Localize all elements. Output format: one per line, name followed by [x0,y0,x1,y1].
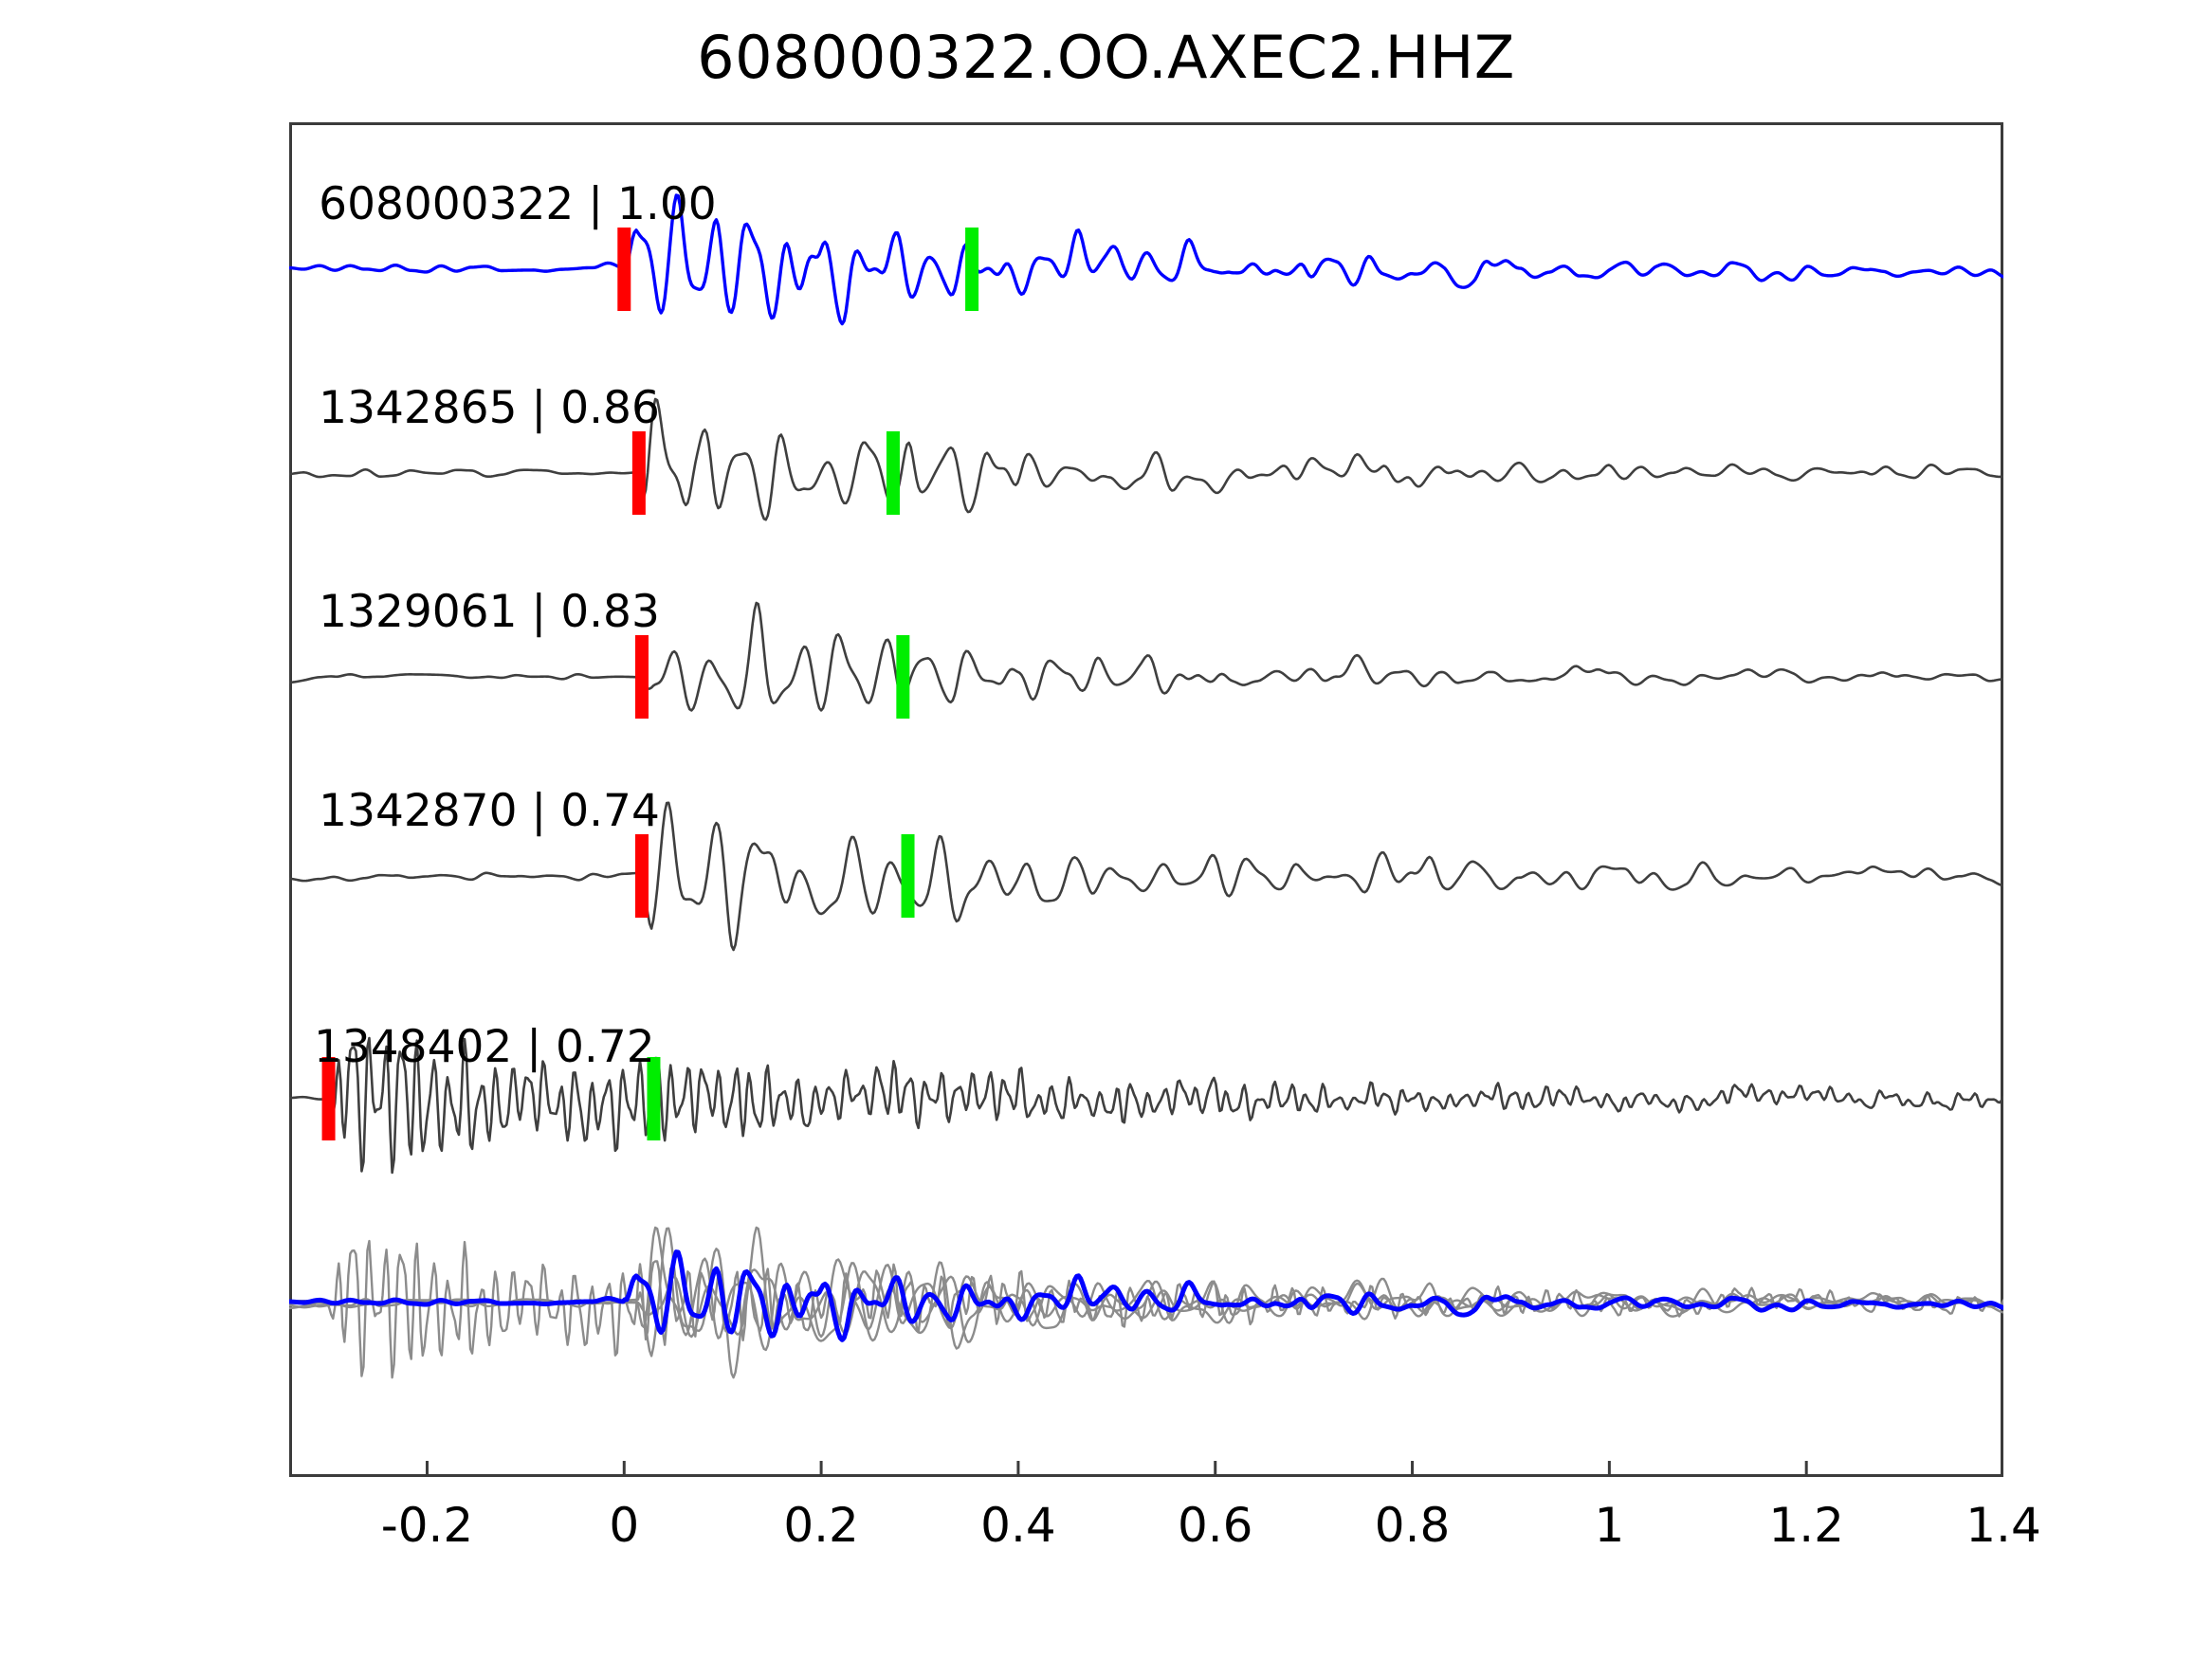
x-tick-label: 1.2 [1768,1498,1844,1553]
x-tick-label: 0.8 [1374,1498,1451,1553]
x-tick-label: 1.4 [1965,1498,2041,1553]
x-tick-label: 0.4 [980,1498,1056,1553]
page-title: 608000322.OO.AXEC2.HHZ [697,23,1515,92]
stack-reference-trace [289,1249,2003,1342]
trace-label-1348402: 1348402 | 0.72 [313,1021,655,1073]
s-pick-marker-1342870[interactable] [901,834,915,918]
trace-label-608000322: 608000322 | 1.00 [319,178,717,230]
p-pick-marker-1342865[interactable] [631,431,646,515]
p-pick-marker-608000322[interactable] [617,228,631,311]
trace-label-1342865: 1342865 | 0.86 [319,382,660,434]
s-pick-marker-608000322[interactable] [965,228,979,311]
trace-label-1329061: 1329061 | 0.83 [319,586,660,638]
trace-line-1348402 [289,1036,2003,1175]
waveform-canvas [289,193,2003,1477]
s-pick-marker-1342865[interactable] [886,431,900,515]
x-axis-tick-labels: -0.2 0 0.2 0.4 0.6 0.8 1 1.2 1.4 [289,1498,2041,1574]
s-pick-marker-1329061[interactable] [896,635,910,719]
trace-line-1342870 [289,801,2003,952]
p-pick-marker-1329061[interactable] [634,635,649,719]
plot-axes [289,122,2003,1477]
stack-gray-trace-1348402 [289,1239,2003,1379]
p-pick-marker-1348402[interactable] [321,1057,336,1140]
x-tick-label: 0.6 [1177,1498,1253,1553]
x-tick-label: 0 [609,1498,640,1553]
trace-line-608000322 [289,193,2003,326]
trace-line-1342865 [289,397,2003,521]
x-tick-label: -0.2 [380,1498,474,1553]
x-tick-label: 1 [1594,1498,1625,1553]
trace-label-1342870: 1342870 | 0.74 [319,785,660,837]
x-tick-label: 0.2 [783,1498,859,1553]
trace-line-1329061 [289,601,2003,712]
axes-frame [289,122,2003,1477]
p-pick-marker-1342870[interactable] [634,834,649,918]
s-pick-marker-1348402[interactable] [647,1057,661,1140]
